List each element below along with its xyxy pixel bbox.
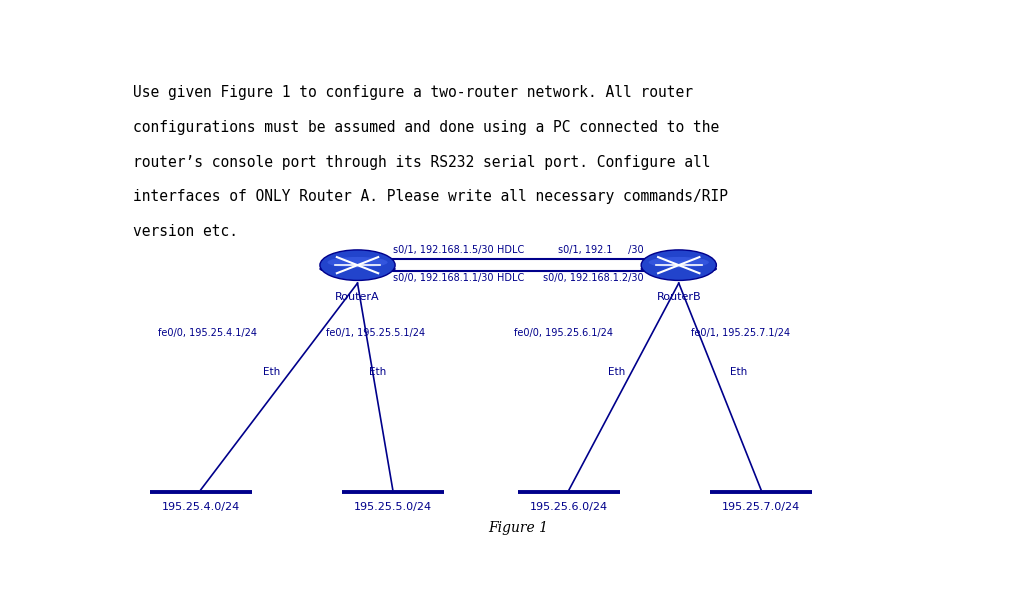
Text: configurations must be assumed and done using a PC connected to the: configurations must be assumed and done … [132,120,719,135]
Text: RouterA: RouterA [336,292,380,302]
Text: Eth: Eth [609,367,626,376]
Text: interfaces of ONLY Router A. Please write all necessary commands/RIP: interfaces of ONLY Router A. Please writ… [132,189,728,204]
Text: 195.25.5.0/24: 195.25.5.0/24 [354,502,432,513]
Text: version etc.: version etc. [132,223,238,239]
Text: HDLC: HDLC [496,273,524,283]
Ellipse shape [641,265,717,273]
Ellipse shape [649,257,709,268]
Ellipse shape [319,250,395,281]
Text: Use given Figure 1 to configure a two-router network. All router: Use given Figure 1 to configure a two-ro… [132,85,693,101]
Text: 195.25.4.0/24: 195.25.4.0/24 [162,502,240,513]
Text: Figure 1: Figure 1 [488,521,548,535]
Text: router’s console port through its RS232 serial port. Configure all: router’s console port through its RS232 … [132,155,710,169]
Text: Eth: Eth [730,367,747,376]
Ellipse shape [319,265,395,273]
Text: Eth: Eth [369,367,386,376]
Ellipse shape [641,250,717,281]
Text: s0/1, 192.168.1.5/30: s0/1, 192.168.1.5/30 [392,245,493,255]
Text: 195.25.7.0/24: 195.25.7.0/24 [722,502,800,513]
Text: RouterB: RouterB [656,292,701,302]
Text: fe0/1, 195.25.7.1/24: fe0/1, 195.25.7.1/24 [691,328,790,338]
Text: s0/1, 192.1     /30: s0/1, 192.1 /30 [558,245,643,255]
Text: fe0/0, 195.25.4.1/24: fe0/0, 195.25.4.1/24 [158,328,257,338]
Text: 195.25.6.0/24: 195.25.6.0/24 [530,502,609,513]
Text: s0/0, 192.168.1.2/30: s0/0, 192.168.1.2/30 [543,273,643,283]
Text: Eth: Eth [264,367,281,376]
Text: s0/0, 192.168.1.1/30: s0/0, 192.168.1.1/30 [392,273,493,283]
Text: HDLC: HDLC [496,245,524,255]
Text: fe0/0, 195.25.6.1/24: fe0/0, 195.25.6.1/24 [515,328,614,338]
Text: fe0/1, 195.25.5.1/24: fe0/1, 195.25.5.1/24 [327,328,426,338]
Ellipse shape [328,257,387,268]
